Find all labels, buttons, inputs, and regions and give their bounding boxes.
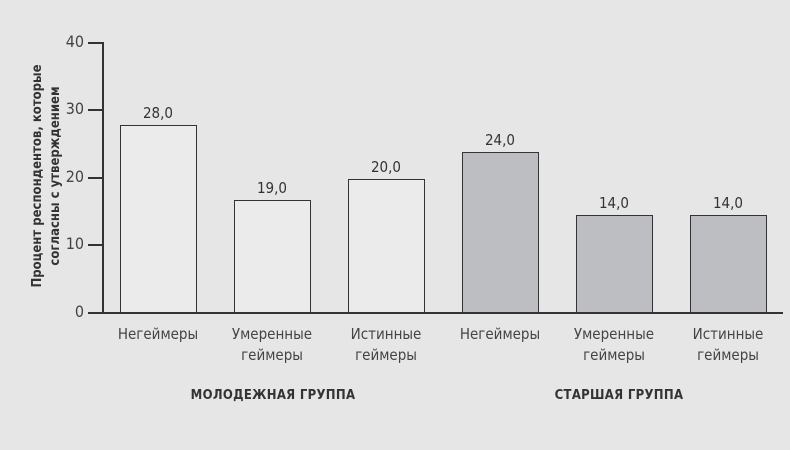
- y-tick-label: 10: [65, 234, 84, 253]
- bar-value-label: 14,0: [598, 194, 630, 212]
- bar-young-true: [348, 179, 425, 312]
- y-tick: [88, 244, 102, 246]
- category-label-line: Истинные: [692, 325, 764, 343]
- bar-value-label: 28,0: [142, 104, 174, 122]
- category-label: Умеренные геймеры: [559, 324, 669, 366]
- bar-young-nongamers: [120, 125, 197, 312]
- bar-old-nongamers: [462, 152, 539, 312]
- y-tick: [88, 177, 102, 179]
- category-label: Умеренные геймеры: [217, 324, 327, 366]
- bar-value-label: 20,0: [370, 158, 402, 176]
- y-tick-label: 30: [65, 99, 84, 118]
- category-label-line: геймеры: [583, 346, 645, 364]
- y-tick-label: 20: [65, 167, 84, 186]
- x-axis: [102, 312, 783, 314]
- category-label-line: геймеры: [697, 346, 759, 364]
- category-label-line: Умеренные: [231, 325, 313, 343]
- category-label-line: геймеры: [355, 346, 417, 364]
- y-tick: [88, 42, 102, 44]
- bar-old-true: [690, 215, 767, 312]
- category-label-line: Умеренные: [573, 325, 655, 343]
- bar-value-label: 19,0: [256, 179, 288, 197]
- bar-old-moderate: [576, 215, 653, 312]
- group-label-young: МОЛОДЕЖНАЯ ГРУППА: [190, 388, 356, 403]
- category-label: Негеймеры: [445, 324, 555, 345]
- bar-value-label: 14,0: [712, 194, 744, 212]
- category-label-line: Негеймеры: [459, 325, 541, 343]
- category-label-line: геймеры: [241, 346, 303, 364]
- bar-value-label: 24,0: [484, 131, 516, 149]
- y-axis: [102, 42, 104, 313]
- group-label-old: СТАРШАЯ ГРУППА: [554, 388, 684, 403]
- category-label: Истинные геймеры: [673, 324, 783, 366]
- category-label-line: Истинные: [350, 325, 422, 343]
- y-tick: [88, 312, 102, 314]
- category-label-line: Негеймеры: [117, 325, 199, 343]
- y-tick-label: 40: [65, 32, 84, 51]
- bar-young-moderate: [234, 200, 311, 312]
- y-tick: [88, 109, 102, 111]
- category-label: Истинные геймеры: [331, 324, 441, 366]
- y-tick-label: 0: [74, 302, 84, 321]
- category-label: Негеймеры: [103, 324, 213, 345]
